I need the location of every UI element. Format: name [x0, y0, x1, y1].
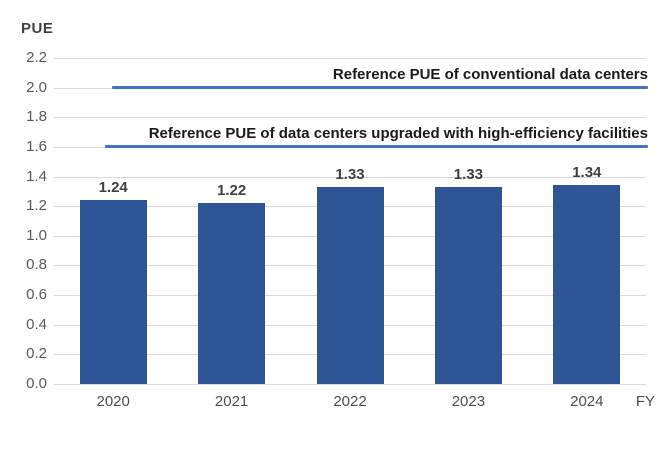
bar-2022: [316, 186, 384, 384]
reference-line: [105, 144, 648, 148]
bar-value-label: 1.34: [572, 164, 602, 182]
y-tick-label: 0.8: [26, 256, 47, 274]
reference-line: [112, 85, 648, 89]
y-axis-title: PUE: [21, 20, 54, 37]
y-tick-label: 0.2: [26, 345, 47, 363]
x-tick-label: 2020: [96, 393, 130, 410]
bar-2021: [198, 203, 266, 384]
x-axis-title: FY: [635, 393, 655, 410]
bar-value-label: 1.33: [335, 165, 365, 183]
y-tick-label: 1.6: [26, 137, 47, 155]
bar-2023: [434, 186, 502, 384]
y-tick-label: 1.2: [26, 197, 47, 215]
y-tick-label: 0.6: [26, 286, 47, 304]
y-tick-label: 0.4: [26, 315, 47, 333]
y-tick-label: 2.2: [26, 49, 47, 66]
gridline: [54, 117, 646, 119]
gridline: [54, 58, 646, 59]
x-tick-label: 2024: [570, 393, 604, 410]
y-tick-label: 1.0: [26, 226, 47, 244]
reference-line-label: Reference PUE of data centers upgraded w…: [148, 124, 648, 142]
bar-value-label: 1.22: [216, 182, 247, 200]
reference-line-label: Reference PUE of conventional data cente…: [332, 65, 648, 83]
x-tick-label: 2022: [333, 393, 367, 410]
bar-2020: [79, 200, 147, 384]
x-tick-label: 2021: [214, 393, 249, 410]
y-tick-label: 1.4: [26, 167, 47, 185]
bar-2024: [553, 185, 621, 384]
bar-value-label: 1.24: [98, 179, 128, 197]
bar-value-label: 1.33: [453, 165, 483, 183]
y-tick-label: 1.8: [26, 108, 47, 126]
y-tick-label: 2.0: [26, 78, 47, 96]
x-tick-label: 2023: [451, 393, 486, 410]
gridline: [54, 176, 646, 178]
gridline: [54, 384, 646, 385]
y-tick-label: 0.0: [26, 375, 47, 392]
